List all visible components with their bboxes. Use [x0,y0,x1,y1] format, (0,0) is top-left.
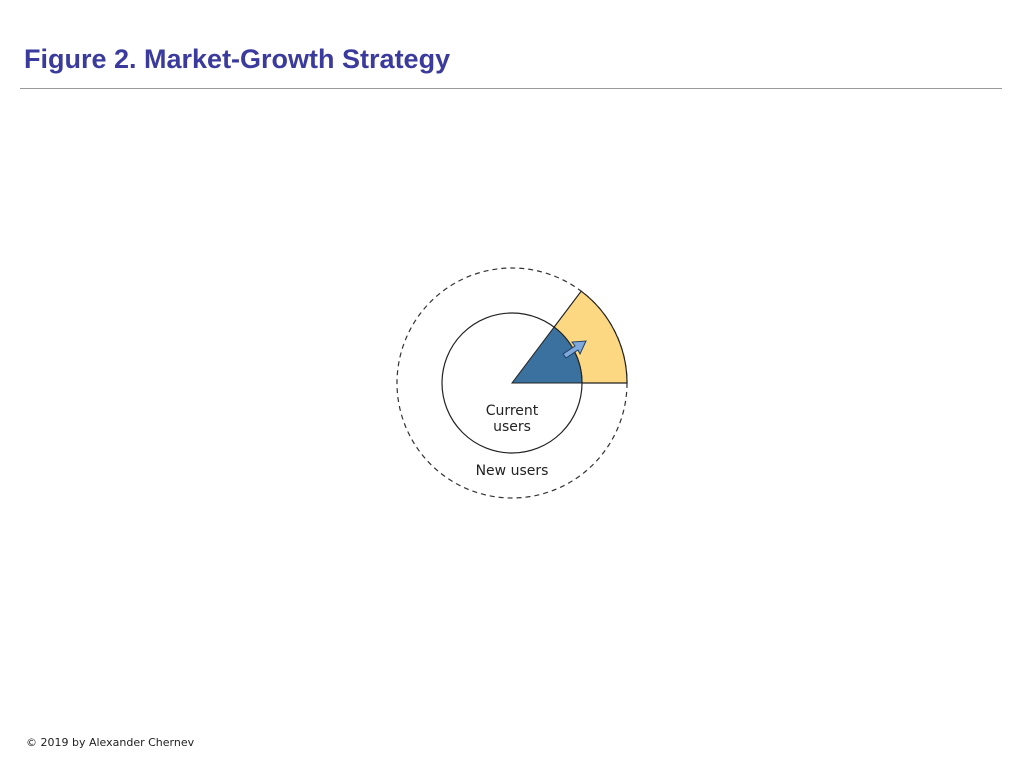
new-users-label: New users [476,463,549,479]
current-users-label: Current [486,403,539,419]
growth-arrow [562,340,587,359]
copyright: © 2019 by Alexander Chernev [26,736,195,749]
title-rule [20,88,1002,89]
title: Figure 2. Market-Growth Strategy [24,44,451,74]
current-users-label: users [493,419,531,435]
